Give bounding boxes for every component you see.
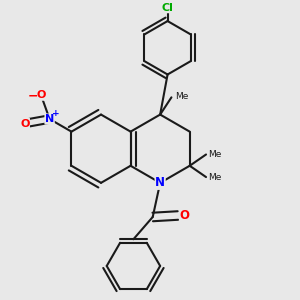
- Text: +: +: [52, 109, 60, 118]
- Text: O: O: [20, 118, 29, 128]
- Text: N: N: [155, 176, 165, 189]
- Text: Me: Me: [175, 92, 188, 101]
- Text: N: N: [45, 114, 54, 124]
- Text: Cl: Cl: [162, 3, 173, 13]
- Text: Me: Me: [208, 172, 222, 182]
- Text: O: O: [36, 90, 46, 100]
- Text: Me: Me: [208, 150, 222, 159]
- Text: −: −: [28, 90, 38, 103]
- Text: O: O: [179, 209, 190, 222]
